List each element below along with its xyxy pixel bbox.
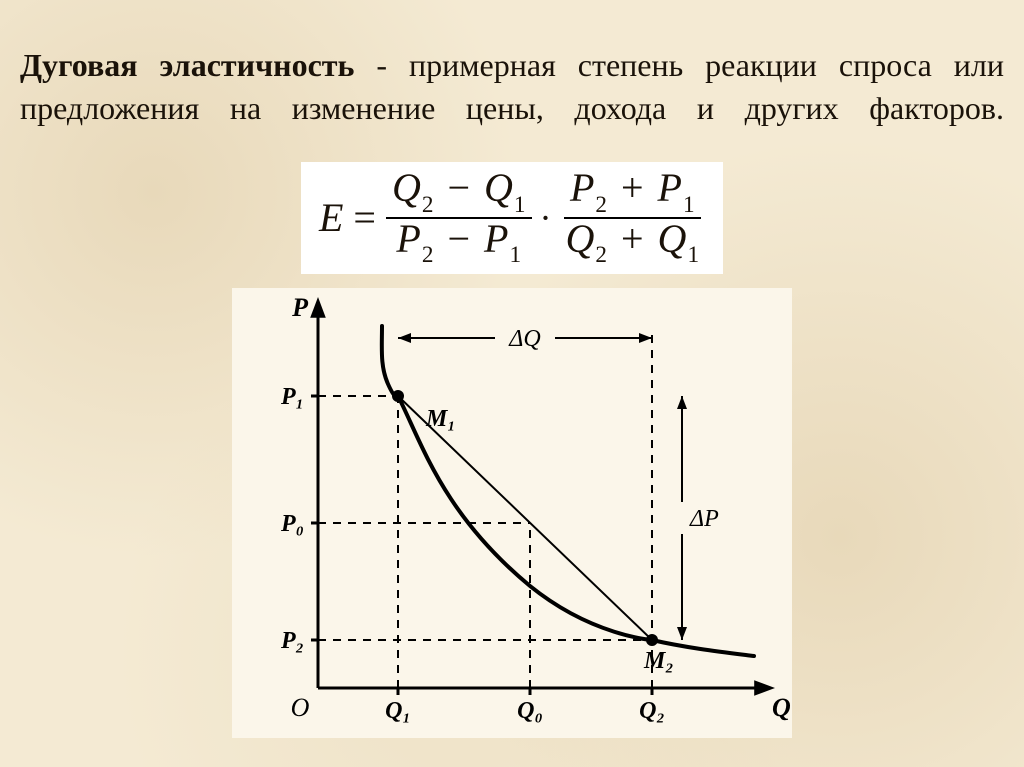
svg-text:O: O	[291, 693, 310, 722]
f2nr: P	[658, 165, 682, 210]
f1nr: Q	[484, 165, 513, 210]
f1dls: 2	[421, 242, 434, 268]
svg-text:ΔQ: ΔQ	[508, 326, 540, 352]
svg-text:P: P	[291, 293, 309, 322]
f2nl: P	[570, 165, 594, 210]
f1nl: Q	[392, 165, 421, 210]
f2do: +	[617, 216, 648, 261]
svg-text:Q₀: Q₀	[517, 698, 543, 724]
frac1-den: P2 − P1	[390, 219, 527, 268]
f1nrs: 1	[513, 192, 526, 218]
formula: E = Q2 − Q1 P2 − P1 · P2 + P1	[301, 162, 723, 273]
f2drs: 1	[686, 242, 699, 268]
term: Дуговая эластичность	[20, 47, 354, 83]
fraction-2: P2 + P1 Q2 + Q1	[560, 168, 706, 267]
graph-container: P Q O P₁ P₀ P₂ Q₁ Q₀ Q₂ ΔQ ΔP M₁ M₂	[20, 288, 1004, 738]
fraction-1: Q2 − Q1 P2 − P1	[386, 168, 532, 267]
svg-text:M₂: M₂	[643, 648, 674, 674]
f2dl: Q	[566, 216, 595, 261]
svg-text:ΔP: ΔP	[689, 506, 719, 532]
frac2-den: Q2 + Q1	[560, 219, 706, 268]
svg-text:Q₂: Q₂	[639, 698, 665, 724]
equals-sign: =	[343, 198, 386, 238]
svg-text:P₀: P₀	[280, 511, 304, 537]
formula-container: E = Q2 − Q1 P2 − P1 · P2 + P1	[20, 162, 1004, 273]
f1dr: P	[484, 216, 508, 261]
svg-text:P₂: P₂	[280, 628, 304, 654]
f2dls: 2	[594, 242, 607, 268]
f1drs: 1	[508, 242, 521, 268]
formula-lhs: E	[319, 198, 343, 238]
mult-dot: ·	[532, 200, 560, 236]
f2nrs: 1	[682, 192, 695, 218]
graph-frame: P Q O P₁ P₀ P₂ Q₁ Q₀ Q₂ ΔQ ΔP M₁ M₂	[232, 288, 792, 738]
f1no: −	[443, 165, 474, 210]
svg-text:Q₁: Q₁	[385, 698, 411, 724]
definition-text: Дуговая эластичность - примерная степень…	[20, 44, 1004, 130]
f1do: −	[443, 216, 474, 261]
f1dl: P	[396, 216, 420, 261]
f2no: +	[617, 165, 648, 210]
f2nls: 2	[594, 192, 607, 218]
svg-text:Q: Q	[772, 693, 791, 722]
elasticity-graph: P Q O P₁ P₀ P₂ Q₁ Q₀ Q₂ ΔQ ΔP M₁ M₂	[232, 288, 792, 738]
f2dr: Q	[658, 216, 687, 261]
frac2-num: P2 + P1	[564, 168, 701, 219]
svg-text:M₁: M₁	[425, 406, 456, 432]
svg-text:P₁: P₁	[280, 384, 304, 410]
f1nls: 2	[421, 192, 434, 218]
frac1-num: Q2 − Q1	[386, 168, 532, 219]
